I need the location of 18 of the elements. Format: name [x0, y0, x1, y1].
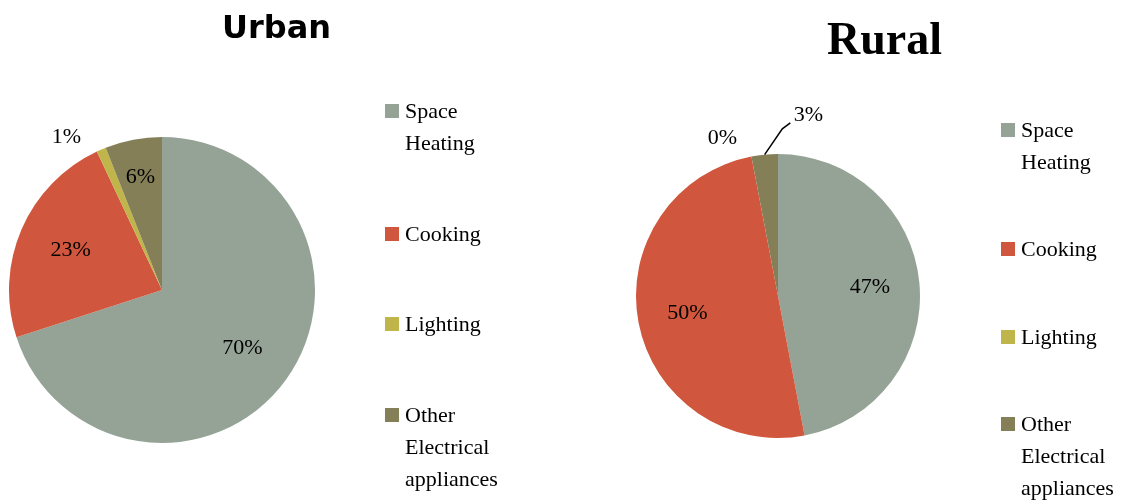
legend-label: Space Heating: [405, 97, 476, 157]
data-label: 6%: [125, 163, 156, 189]
chart-title: Urban: [222, 8, 332, 46]
legend-label: Other Electrical appliances: [405, 400, 499, 493]
chart-title: Rural: [827, 12, 942, 65]
data-label: 50%: [667, 299, 708, 325]
legend-label: Lighting: [1021, 322, 1097, 351]
legend-label: Cooking: [1021, 235, 1097, 264]
legend-label: Other Electrical appliances: [1021, 410, 1115, 502]
data-label: 3%: [793, 100, 823, 126]
legend-label: Space Heating: [1021, 116, 1092, 176]
legend-label: Lighting: [405, 310, 481, 339]
data-label: 23%: [50, 236, 91, 262]
data-label: 47%: [849, 273, 891, 299]
data-label: 70%: [222, 334, 263, 360]
data-label: 1%: [51, 122, 82, 148]
legend-label: Cooking: [405, 219, 481, 248]
text: 0%: [707, 123, 738, 149]
